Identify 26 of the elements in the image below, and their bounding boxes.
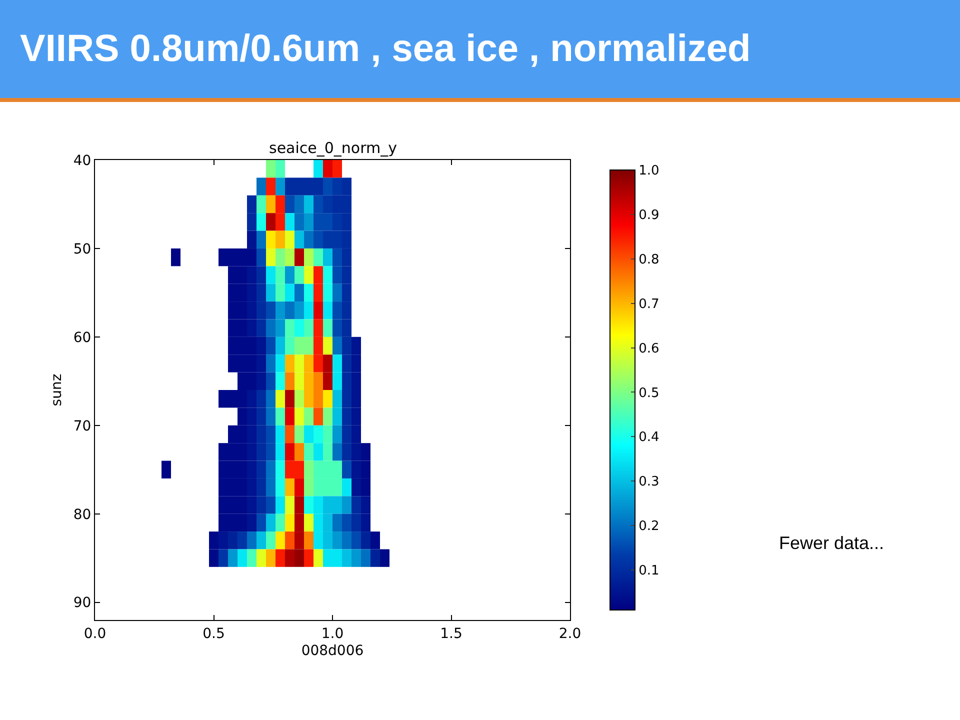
text: Fewer data... <box>779 533 884 553</box>
x-tick-label: 2.0 <box>558 626 582 642</box>
color-bar-label: 0.9 <box>638 208 660 223</box>
color-bar-label: 0.6 <box>638 341 660 356</box>
color-bar-label: 0.2 <box>638 519 660 534</box>
y-tick-label: 80 <box>73 506 92 523</box>
y-tick-label: 70 <box>73 418 92 434</box>
y-tick-label: 90 <box>73 595 92 612</box>
color-bar-label: 0.1 <box>638 564 660 579</box>
x-axis-title: 008d006 <box>301 643 364 660</box>
color-bar-label: 0.5 <box>638 386 660 401</box>
color-bar-label: 0.3 <box>638 474 660 490</box>
chart-subtitle: seaice_0_norm_y <box>269 139 398 157</box>
x-tick-label: 1.0 <box>321 626 344 642</box>
color-bar-label: 0.4 <box>638 430 660 446</box>
chart-title: VIIRS 0.8um/0.6um , sea ice , normalized <box>20 28 751 71</box>
y-tick-label: 60 <box>73 330 92 346</box>
y-axis-title: sunz <box>48 374 65 406</box>
y-tick-label: 40 <box>73 152 92 169</box>
color-bar-label: 0.8 <box>638 252 660 268</box>
x-tick-label: 0.5 <box>202 626 225 642</box>
x-tick-label: 1.5 <box>440 626 462 642</box>
color-bar-label: 0.7 <box>638 296 660 312</box>
x-tick-label: 0.0 <box>84 626 106 642</box>
color-bar-label: 1.0 <box>638 164 660 179</box>
y-tick-label: 50 <box>73 241 92 258</box>
